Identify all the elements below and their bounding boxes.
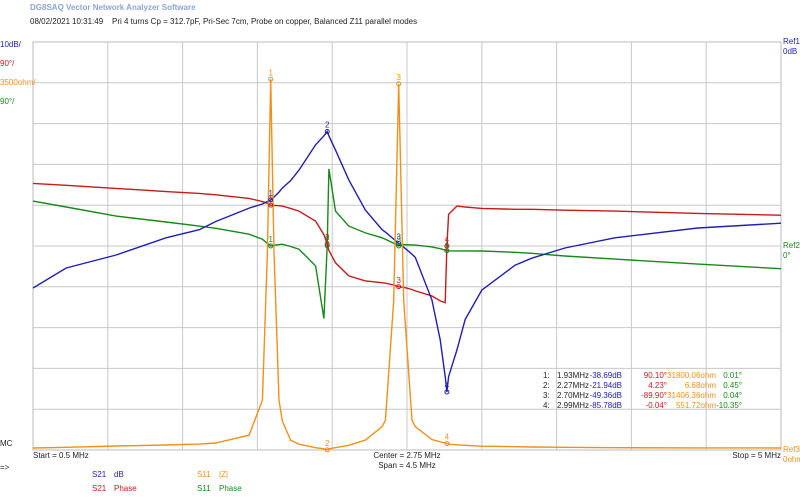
marker-table-cell: -38.69dB <box>590 371 622 380</box>
marker-label: 2 <box>325 121 330 130</box>
marker-point <box>396 240 402 246</box>
marker-point <box>268 76 274 82</box>
marker-point <box>444 243 450 249</box>
marker-table-cell: 0.01° <box>723 371 742 380</box>
scale-label: 90°/ <box>0 97 15 106</box>
marker-label: 1 <box>268 235 273 244</box>
marker-label: 4 <box>445 381 450 390</box>
scale-label: 90°/ <box>0 59 15 68</box>
legend-format: dB <box>114 470 124 479</box>
date: 08/02/2021 <box>30 17 71 26</box>
span-label: Span = 4.5 MHz <box>378 461 436 470</box>
time: 10:31:49 <box>72 17 104 26</box>
marker-table-cell: 0.45° <box>723 381 742 390</box>
marker-table-cell: 4.23° <box>648 381 667 390</box>
marker-point <box>324 447 330 453</box>
subtitle: Pri 4 turns Cp = 312.7pF, Pri-Sec 7cm, P… <box>112 17 417 26</box>
marker-label: 3 <box>396 232 401 241</box>
marker-label: 4 <box>445 240 450 249</box>
ref-name: Ref1 <box>783 37 800 46</box>
trace <box>32 168 782 319</box>
marker-point <box>444 248 450 254</box>
ref-value: 0ohm <box>783 455 800 464</box>
start-label: Start = 0.5 MHz <box>33 451 89 460</box>
marker-table-cell: 6.68ohm <box>685 381 716 390</box>
marker-table-cell: 2.99MHz <box>557 401 589 410</box>
legend-name: S11 <box>197 470 211 479</box>
marker-table-cell: -21.94dB <box>590 381 622 390</box>
marker-label: 1 <box>268 194 273 203</box>
legend-name: S11 <box>197 484 211 493</box>
marker-table-cell: 31800.06ohm <box>667 371 716 380</box>
marker-label: 3 <box>396 276 401 285</box>
marker-label: 3 <box>396 73 401 82</box>
marker-table-cell: -10.35° <box>716 401 742 410</box>
mode-label: MC <box>0 439 13 448</box>
legend-format: |Z| <box>219 470 228 479</box>
marker-point <box>444 441 450 447</box>
trace <box>32 130 782 393</box>
marker-table-cell: 2.27MHz <box>557 381 589 390</box>
marker-table-cell: -49.36dB <box>590 391 622 400</box>
app-title: DG8SAQ Vector Network Analyzer Software <box>30 3 196 12</box>
marker-table-cell: 2.70MHz <box>557 391 589 400</box>
marker-point <box>268 202 274 208</box>
marker-label: 1 <box>268 189 273 198</box>
marker-point <box>396 284 402 290</box>
marker-label: 2 <box>325 439 330 448</box>
ref-name: Ref2 <box>783 241 800 250</box>
center-label: Center = 2.75 MHz <box>373 451 440 460</box>
scale-label: 3500ohm/ <box>0 78 36 87</box>
scale-label: 10dB/ <box>0 40 22 49</box>
legend-name: S21 <box>92 484 107 493</box>
marker-point <box>268 197 274 203</box>
marker-table-cell: -85.78dB <box>590 401 622 410</box>
marker-point <box>396 243 402 249</box>
marker-table-cell: 90.10° <box>644 371 667 380</box>
ref-value: 0dB <box>783 47 797 56</box>
marker-table-cell: 0.04° <box>723 391 742 400</box>
marker-point <box>268 243 274 249</box>
marker-point <box>396 81 402 87</box>
ref-value: 0° <box>783 251 791 260</box>
marker-point <box>324 241 330 247</box>
stop-label: Stop = 5 MHz <box>732 451 781 460</box>
marker-label: 1 <box>268 68 273 77</box>
marker-label: 4 <box>445 433 450 442</box>
marker-table-cell: -0.04° <box>646 401 667 410</box>
trace <box>32 182 782 304</box>
marker-point <box>324 129 330 135</box>
marker-table-cell: -89.90° <box>641 391 667 400</box>
marker-table-cell: 1: <box>543 371 550 380</box>
arrow-label: => <box>0 463 10 472</box>
marker-label: 2 <box>325 235 330 244</box>
trace <box>32 79 782 451</box>
marker-table-cell: 31406.36ohm <box>667 391 716 400</box>
marker-label: 2 <box>325 233 330 242</box>
marker-table-cell: 1.93MHz <box>557 371 589 380</box>
marker-table-cell: 551.72ohm <box>676 401 716 410</box>
ref-name: Ref3 <box>783 445 800 454</box>
marker-label: 3 <box>396 235 401 244</box>
marker-label: 4 <box>445 235 450 244</box>
legend-format: Phase <box>114 484 137 493</box>
marker-table-cell: 4: <box>543 401 550 410</box>
marker-table-cell: 3: <box>543 391 550 400</box>
legend-name: S21 <box>92 470 107 479</box>
marker-point <box>444 389 450 395</box>
marker-point <box>324 243 330 249</box>
legend-format: Phase <box>219 484 242 493</box>
marker-table-cell: 2: <box>543 381 550 390</box>
